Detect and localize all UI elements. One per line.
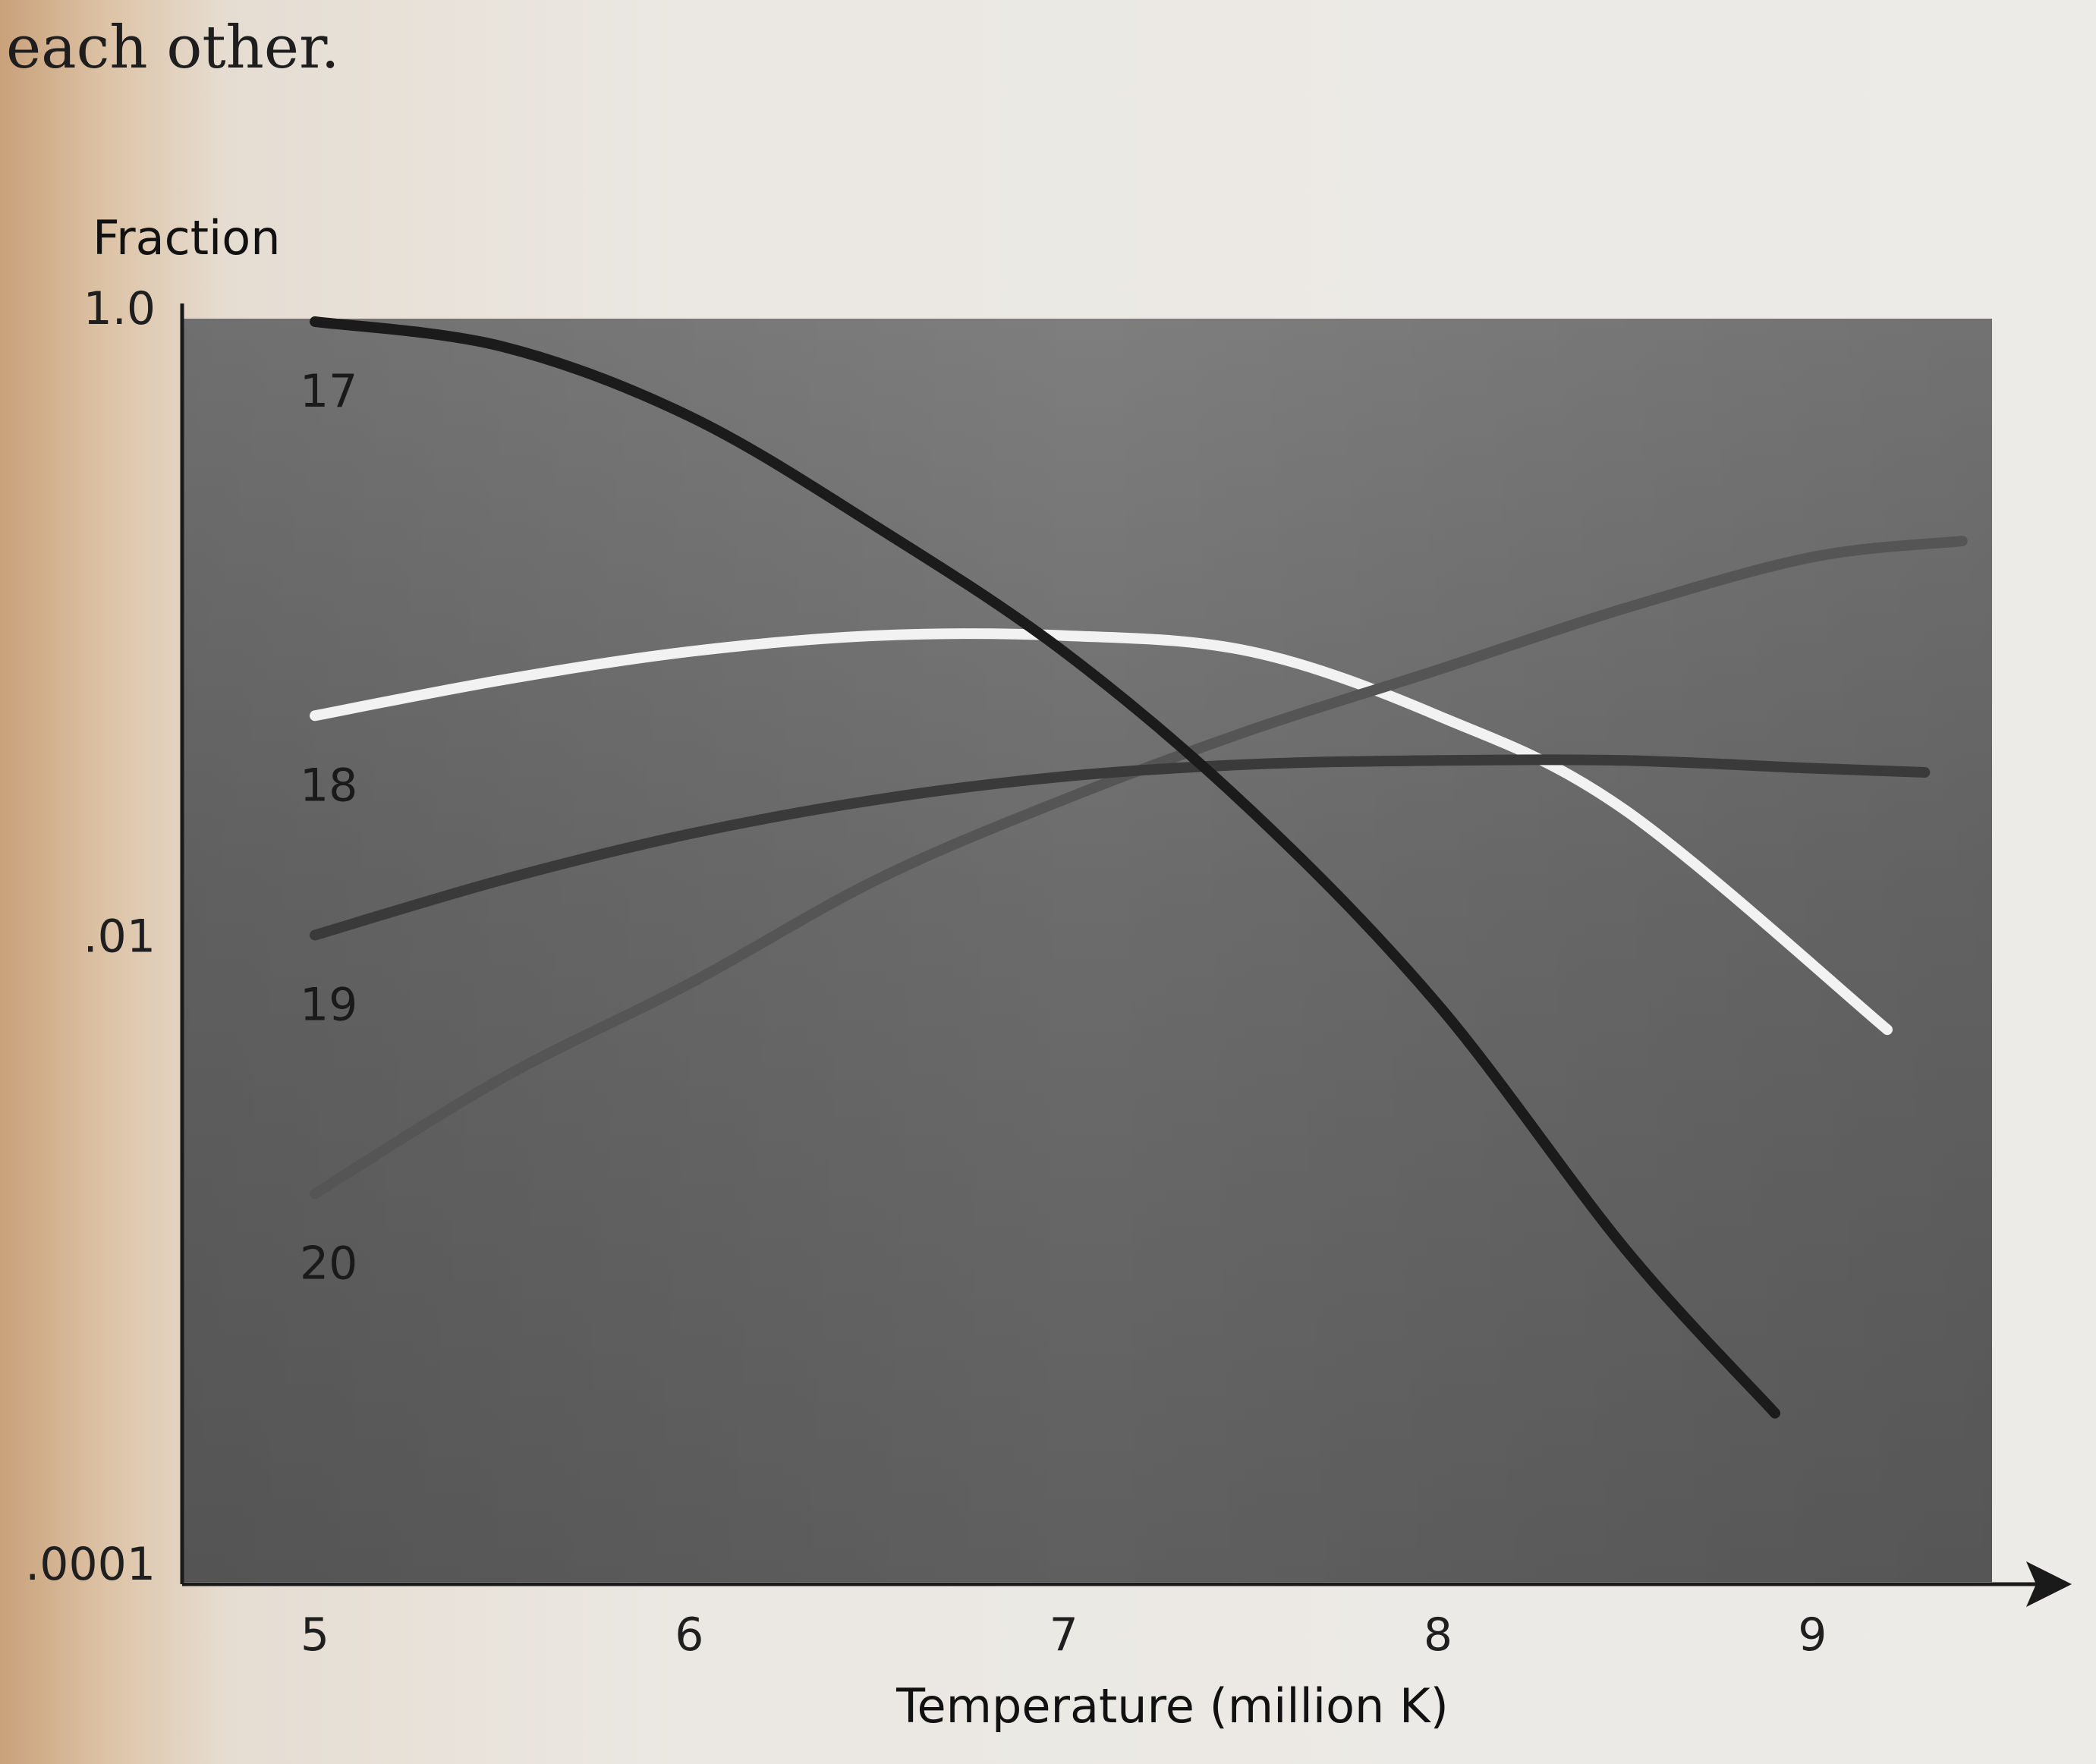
series-label-20: 20: [300, 1237, 357, 1290]
y-axis-label: Fraction: [93, 210, 281, 266]
y-tick-label: 1.0: [83, 282, 156, 335]
plot-shading: [182, 319, 1992, 1582]
series-layer: 17 18 19 20: [300, 316, 1968, 1419]
series-label-19: 19: [300, 979, 357, 1032]
series-18-line: [310, 628, 1893, 1036]
x-tick-label: 8: [1424, 1608, 1452, 1662]
x-axis-label: Temperature (million K): [895, 1678, 1449, 1734]
y-tick-label: .01: [83, 910, 156, 964]
page-text: each other.: [6, 14, 340, 82]
series-17-line: [310, 316, 1780, 1419]
x-tick-labels: 5 6 7 8 9: [301, 1608, 1827, 1662]
series-label-17: 17: [300, 365, 357, 418]
x-tick-label: 7: [1050, 1608, 1078, 1662]
series-label-18: 18: [300, 759, 357, 812]
y-tick-labels: 1.0 .01 .0001: [25, 282, 156, 1591]
x-tick-label: 9: [1798, 1608, 1827, 1662]
y-tick-label: .0001: [25, 1538, 156, 1591]
series-19-line: [310, 754, 1931, 941]
x-tick-label: 6: [675, 1608, 703, 1662]
x-tick-label: 5: [301, 1608, 329, 1662]
x-axis-arrowhead: [2026, 1561, 2072, 1607]
